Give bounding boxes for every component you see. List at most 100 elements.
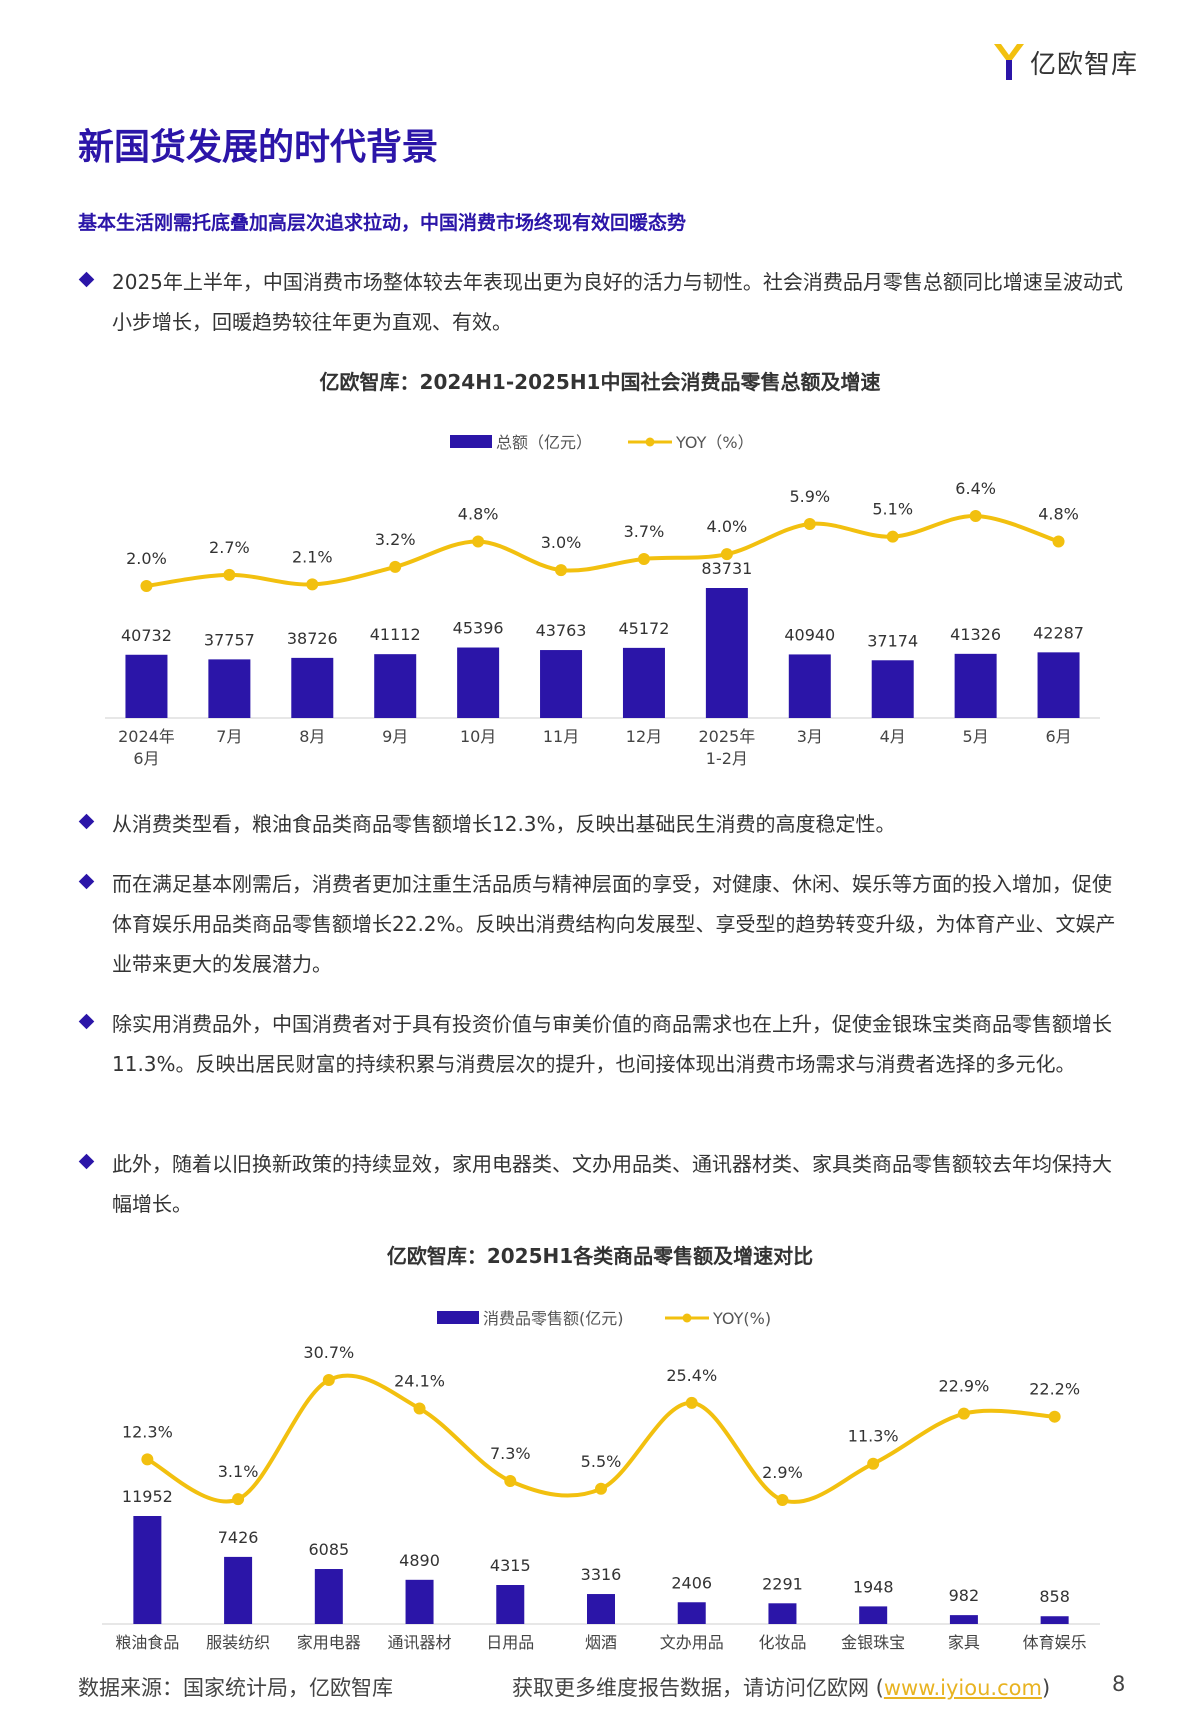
bullet-2: 而在满足基本刚需后，消费者更加注重生活品质与精神层面的享受，对健康、休闲、娱乐等… bbox=[78, 864, 1128, 984]
footer-cta-prefix: 获取更多维度报告数据，请访问亿欧网 ( bbox=[512, 1676, 884, 1700]
yoy-data-label: 3.1% bbox=[218, 1462, 259, 1481]
legend-bar-label: 总额（亿元） bbox=[496, 433, 592, 452]
yoy-data-label: 2.7% bbox=[209, 538, 250, 557]
bar bbox=[871, 660, 914, 718]
yoy-data-label: 2.1% bbox=[292, 547, 333, 566]
bar bbox=[622, 647, 665, 718]
yoy-point bbox=[232, 1493, 245, 1506]
bar-data-label: 2406 bbox=[671, 1573, 712, 1592]
bar bbox=[768, 1603, 797, 1624]
bar bbox=[859, 1606, 888, 1624]
x-tick-label: 11月 bbox=[543, 727, 579, 746]
diamond-bullet-icon bbox=[78, 1013, 95, 1030]
x-tick-label: 日用品 bbox=[486, 1633, 534, 1652]
yoy-data-label: 4.0% bbox=[707, 517, 748, 536]
bar-data-label: 40732 bbox=[121, 626, 172, 645]
yoy-data-label: 22.2% bbox=[1029, 1380, 1080, 1399]
legend-bar-label: 消费品零售额(亿元) bbox=[483, 1309, 624, 1328]
bar bbox=[291, 657, 334, 718]
yoy-point bbox=[140, 580, 153, 592]
diamond-bullet-icon bbox=[78, 271, 95, 288]
bar-data-label: 40940 bbox=[784, 625, 835, 644]
bar-data-label: 4890 bbox=[399, 1551, 440, 1570]
footer-cta: 获取更多维度报告数据，请访问亿欧网 (www.iyiou.com) bbox=[512, 1672, 1050, 1702]
bar-data-label: 37174 bbox=[867, 631, 918, 650]
chart2-title: 亿欧智库：2025H1各类商品零售额及增速对比 bbox=[386, 1244, 814, 1268]
yoy-point bbox=[1052, 535, 1065, 548]
bar-data-label: 43763 bbox=[536, 621, 587, 640]
yoy-point bbox=[322, 1374, 335, 1386]
yoy-data-label: 5.5% bbox=[581, 1452, 622, 1471]
bullet-3: 除实用消费品外，中国消费者对于具有投资价值与审美价值的商品需求也在上升，促使金银… bbox=[78, 1004, 1128, 1084]
bar-data-label: 3316 bbox=[581, 1565, 622, 1584]
yoy-point bbox=[141, 1453, 154, 1466]
x-tick-label: 4月 bbox=[880, 727, 906, 746]
bar bbox=[496, 1585, 525, 1624]
chart2-svg: 消费品零售额(亿元) YOY(%) 11952 粮油食品 7426 服装纺织 6085 家用电… bbox=[102, 1309, 1100, 1652]
yoy-data-label: 22.9% bbox=[938, 1377, 989, 1396]
bar bbox=[374, 654, 417, 718]
x-tick-label: 6月 bbox=[1045, 727, 1071, 746]
bar-data-label: 45172 bbox=[619, 619, 670, 638]
bar bbox=[208, 659, 251, 718]
diamond-bullet-icon bbox=[78, 1153, 95, 1170]
bar-data-label: 41112 bbox=[370, 625, 421, 644]
legend-line-marker bbox=[645, 437, 655, 447]
chart1-svg: 总额（亿元） YOY（%） 40732 2024年 6月 37757 7月 38726 8月 41… bbox=[105, 433, 1100, 768]
yoy-series-line bbox=[144, 513, 1061, 588]
yoy-point bbox=[685, 1396, 698, 1409]
x-tick-label: 5月 bbox=[963, 727, 989, 746]
bar-data-label: 7426 bbox=[218, 1528, 259, 1547]
bullet-2-text: 而在满足基本刚需后，消费者更加注重生活品质与精神层面的享受，对健康、休闲、娱乐等… bbox=[112, 872, 1116, 976]
bar-data-label: 858 bbox=[1039, 1587, 1070, 1606]
bullet-1: 从消费类型看，粮油食品类商品零售额增长12.3%，反映出基础民生消费的高度稳定性… bbox=[78, 804, 1128, 844]
yoy-data-label: 5.9% bbox=[789, 487, 830, 506]
yoy-point bbox=[803, 517, 816, 530]
intro-bullet-text: 2025年上半年，中国消费市场整体较去年表现出更为良好的活力与韧性。社会消费品月… bbox=[112, 270, 1123, 334]
bar-data-label: 38726 bbox=[287, 629, 338, 648]
bar-data-label: 4315 bbox=[490, 1556, 531, 1575]
brand-logo: 亿欧智库 bbox=[992, 40, 1138, 84]
yoy-data-label: 4.8% bbox=[458, 504, 499, 523]
x-tick-label: 1-2月 bbox=[706, 749, 748, 768]
yoy-point bbox=[223, 568, 236, 581]
bar-data-label: 45396 bbox=[453, 619, 504, 638]
yoy-point bbox=[413, 1402, 426, 1415]
bar-data-label: 1948 bbox=[853, 1577, 894, 1596]
bar bbox=[125, 654, 168, 718]
page-subtitle: 基本生活刚需托底叠加高层次追求拉动，中国消费市场终现有效回暖态势 bbox=[78, 212, 687, 234]
yoy-data-label: 4.8% bbox=[1038, 504, 1079, 523]
bar bbox=[949, 1615, 978, 1624]
x-tick-label: 金银珠宝 bbox=[841, 1633, 905, 1652]
bar-data-label: 37757 bbox=[204, 630, 255, 649]
x-tick-label: 10月 bbox=[460, 727, 496, 746]
yoy-point bbox=[306, 578, 319, 591]
yoy-data-label: 2.0% bbox=[126, 549, 167, 568]
yoy-point bbox=[472, 535, 485, 548]
yoy-data-label: 3.0% bbox=[541, 533, 582, 552]
x-tick-label: 家具 bbox=[948, 1633, 980, 1652]
yoy-data-label: 7.3% bbox=[490, 1444, 531, 1463]
yoy-data-label: 3.2% bbox=[375, 530, 416, 549]
footer-cta-suffix: ) bbox=[1041, 1676, 1051, 1700]
yoy-data-label: 25.4% bbox=[666, 1366, 717, 1385]
x-tick-label: 通讯器材 bbox=[388, 1633, 452, 1652]
x-tick-label: 2025年 bbox=[699, 727, 756, 746]
yoy-point bbox=[776, 1494, 789, 1506]
x-tick-label: 粮油食品 bbox=[115, 1633, 179, 1652]
bar bbox=[405, 1579, 434, 1624]
x-tick-label: 家用电器 bbox=[297, 1633, 361, 1652]
yoy-point bbox=[637, 552, 650, 565]
legend-line-label: YOY（%） bbox=[675, 433, 754, 452]
logo-text: 亿欧智库 bbox=[1030, 49, 1139, 80]
yoy-point bbox=[1048, 1410, 1061, 1423]
x-tick-label: 体育娱乐 bbox=[1023, 1633, 1087, 1652]
legend-bar-swatch bbox=[450, 435, 492, 448]
bar-data-label: 6085 bbox=[308, 1540, 349, 1559]
website-link[interactable]: www.iyiou.com bbox=[883, 1676, 1042, 1700]
yoy-data-label: 30.7% bbox=[303, 1343, 354, 1362]
bar bbox=[677, 1602, 706, 1624]
chart1: 总额（亿元） YOY（%） 40732 2024年 6月 37757 7月 38726 8月 41… bbox=[0, 408, 1200, 788]
x-tick-label: 7月 bbox=[216, 727, 242, 746]
x-tick-label: 8月 bbox=[299, 727, 325, 746]
